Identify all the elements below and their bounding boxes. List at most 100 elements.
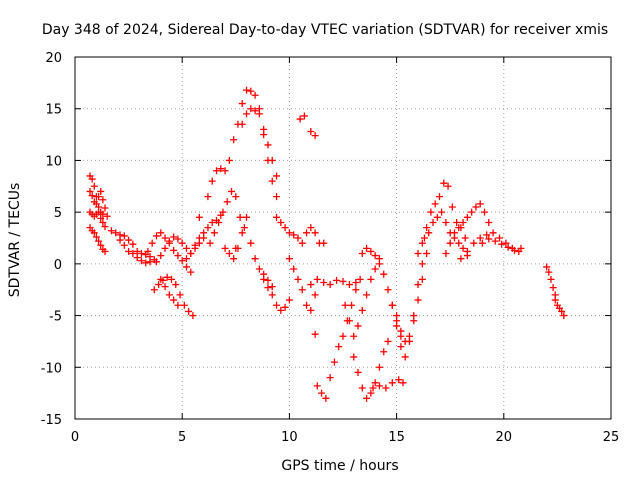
data-point (264, 284, 272, 292)
data-point (129, 240, 137, 248)
data-point (560, 312, 568, 320)
data-point (200, 229, 208, 237)
data-point (268, 177, 276, 185)
data-point (182, 263, 190, 271)
data-point (182, 255, 190, 263)
data-point (498, 240, 506, 248)
data-point (129, 250, 137, 258)
data-point (120, 241, 128, 249)
data-point (433, 213, 441, 221)
data-point (268, 156, 276, 164)
y-tick-label: 0 (54, 258, 62, 273)
data-point (511, 246, 519, 254)
data-point (294, 234, 302, 242)
data-point (208, 218, 216, 226)
data-point (232, 244, 240, 252)
data-point (187, 250, 195, 258)
x-tick-label: 15 (388, 430, 405, 445)
data-point (388, 301, 396, 309)
data-point (320, 278, 328, 286)
data-point (472, 203, 480, 211)
series-isolated (195, 213, 319, 338)
series-track-s (296, 112, 319, 140)
data-point (358, 306, 366, 314)
data-point (363, 291, 371, 299)
data-point (290, 265, 298, 273)
data-point (313, 382, 321, 390)
x-axis-label: GPS time / hours (281, 458, 398, 474)
data-point (429, 218, 437, 226)
data-point (97, 241, 105, 249)
data-point (545, 268, 553, 276)
data-point (165, 291, 173, 299)
data-point (176, 291, 184, 299)
data-point (358, 384, 366, 392)
data-point (285, 296, 293, 304)
data-point (133, 254, 141, 262)
data-point (281, 303, 289, 311)
data-point (399, 379, 407, 387)
data-point (195, 234, 203, 242)
y-tick-label: 10 (45, 154, 62, 169)
series-track-z (388, 250, 431, 361)
data-point (281, 224, 289, 232)
data-point (431, 200, 439, 208)
data-point (174, 301, 182, 309)
series-track-u (313, 275, 364, 402)
data-point (273, 301, 281, 309)
data-point (502, 239, 510, 247)
data-point (230, 255, 238, 263)
data-point (330, 358, 338, 366)
data-point (307, 281, 315, 289)
data-point (264, 141, 272, 149)
data-point (384, 337, 392, 345)
series-track-y (369, 376, 407, 392)
data-point (504, 243, 512, 251)
data-point (174, 235, 182, 243)
data-point (481, 208, 489, 216)
data-point (455, 239, 463, 247)
data-point (97, 214, 105, 222)
data-point (350, 332, 358, 340)
data-point (99, 196, 107, 204)
data-point (307, 306, 315, 314)
data-point (335, 343, 343, 351)
series-track-i (150, 273, 197, 320)
data-point (303, 229, 311, 237)
data-point (88, 192, 96, 200)
data-point (393, 312, 401, 320)
data-point (90, 182, 98, 190)
data-point (311, 330, 319, 338)
data-point (88, 175, 96, 183)
series-track-x (358, 244, 405, 340)
data-point (97, 187, 105, 195)
data-point (103, 212, 111, 220)
data-point (221, 167, 229, 175)
data-point (318, 389, 326, 397)
data-point (311, 291, 319, 299)
axis-ticks: 0 5 10 15 20 25 -15 -10 -5 0 5 10 15 20 (41, 51, 620, 445)
data-point (112, 229, 120, 237)
data-point (95, 193, 103, 201)
series-track-c (86, 208, 109, 231)
data-point (463, 247, 471, 255)
series-track-w (341, 255, 383, 340)
data-point (410, 317, 418, 325)
data-point (137, 250, 145, 258)
data-point (232, 193, 240, 201)
series-track-ag (543, 263, 559, 299)
data-point (268, 283, 276, 291)
series-track-q (273, 213, 328, 247)
data-point (236, 213, 244, 221)
data-point (483, 231, 491, 239)
data-point (268, 291, 276, 299)
series-track-g (144, 229, 195, 276)
data-point (345, 281, 353, 289)
data-point (116, 236, 124, 244)
data-point (551, 296, 559, 304)
x-tick-label: 5 (178, 430, 186, 445)
data-point (311, 229, 319, 237)
data-point (423, 250, 431, 258)
data-point (125, 236, 133, 244)
data-point (476, 200, 484, 208)
